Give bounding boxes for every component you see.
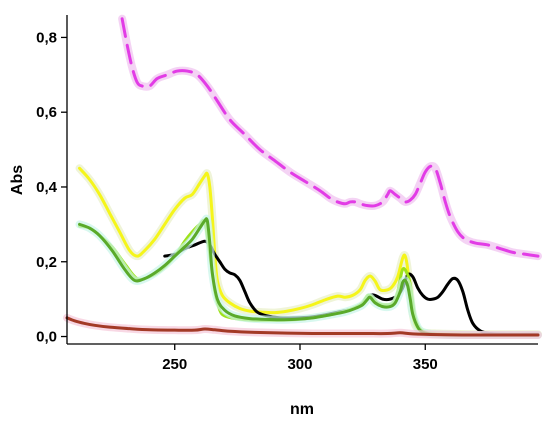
series-layer — [63, 14, 542, 340]
series-line-1 — [120, 17, 540, 258]
series-glow-1 — [118, 14, 542, 261]
series-line-6 — [65, 316, 540, 337]
y-tick-label-3: 0,4 — [36, 179, 58, 196]
series-glow-2 — [75, 164, 542, 339]
y-axis-title: Abs — [9, 165, 26, 195]
series-line-5 — [78, 217, 540, 337]
x-tick-label-2: 300 — [287, 356, 312, 373]
axes-layer — [66, 15, 538, 345]
y-tick-label-4: 0,6 — [36, 104, 57, 121]
y-tick-label-5: 0,8 — [36, 29, 57, 46]
x-axis-title: nm — [290, 401, 314, 418]
y-tick-label-2: 0,2 — [36, 254, 57, 271]
x-tick-label-3: 350 — [413, 356, 438, 373]
x-tick-label-1: 250 — [162, 356, 187, 373]
tick-layer: 250 300 350 0,0 0,2 0,4 0,6 0,8 — [36, 29, 438, 373]
y-tick-label-1: 0,0 — [36, 329, 57, 346]
